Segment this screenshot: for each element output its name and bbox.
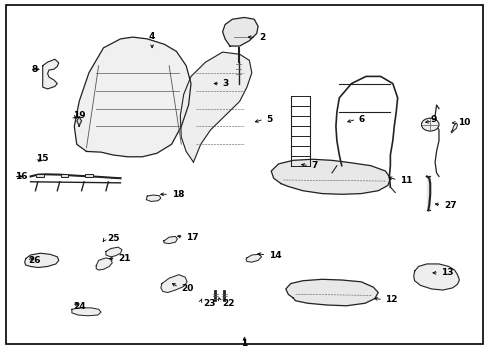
FancyBboxPatch shape: [61, 174, 68, 177]
Polygon shape: [450, 123, 457, 133]
Polygon shape: [413, 264, 458, 290]
Text: 14: 14: [268, 251, 281, 260]
Text: 23: 23: [203, 299, 215, 308]
Text: 8: 8: [31, 65, 38, 74]
Text: 26: 26: [28, 256, 41, 265]
Text: 3: 3: [222, 79, 228, 88]
Polygon shape: [426, 176, 429, 210]
Text: 25: 25: [107, 234, 120, 243]
Text: 27: 27: [443, 201, 455, 210]
Polygon shape: [163, 237, 177, 244]
Text: 7: 7: [311, 161, 317, 170]
Polygon shape: [245, 254, 261, 262]
Polygon shape: [74, 37, 191, 157]
Text: 21: 21: [118, 254, 130, 263]
Text: 4: 4: [149, 32, 155, 41]
Text: 16: 16: [15, 172, 27, 181]
Circle shape: [421, 118, 438, 131]
Text: 18: 18: [171, 190, 183, 199]
Text: 2: 2: [259, 33, 265, 42]
Text: 11: 11: [399, 176, 412, 185]
Polygon shape: [25, 253, 59, 267]
FancyBboxPatch shape: [85, 174, 93, 177]
Text: 1: 1: [241, 339, 247, 348]
Polygon shape: [106, 247, 122, 257]
Text: 17: 17: [186, 233, 198, 242]
Polygon shape: [72, 308, 101, 316]
Polygon shape: [42, 59, 59, 89]
Polygon shape: [146, 195, 161, 202]
Polygon shape: [161, 275, 187, 293]
Polygon shape: [285, 279, 377, 306]
Text: 24: 24: [73, 302, 86, 311]
Text: 5: 5: [266, 115, 272, 124]
Polygon shape: [180, 52, 251, 162]
FancyBboxPatch shape: [36, 174, 44, 177]
Polygon shape: [77, 116, 81, 126]
Polygon shape: [271, 159, 389, 194]
Text: 9: 9: [430, 115, 436, 124]
Text: 19: 19: [73, 111, 86, 120]
Text: 22: 22: [222, 299, 235, 308]
Polygon shape: [222, 18, 258, 46]
Text: 6: 6: [358, 115, 364, 124]
Text: 20: 20: [181, 284, 193, 293]
Text: 10: 10: [458, 118, 470, 127]
Polygon shape: [96, 258, 112, 270]
Text: 12: 12: [385, 295, 397, 304]
Text: 13: 13: [441, 268, 453, 277]
Text: 15: 15: [36, 154, 49, 163]
